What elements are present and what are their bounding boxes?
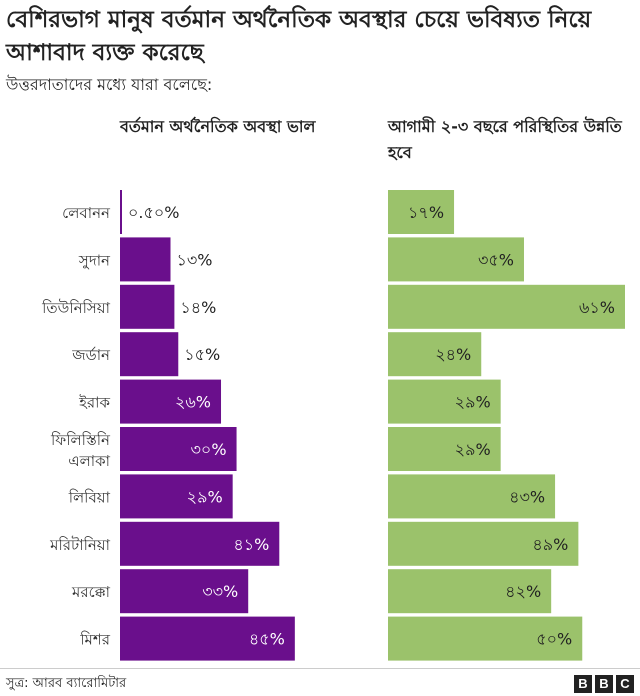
category-label: সুদান bbox=[78, 251, 111, 269]
bar-current bbox=[120, 332, 179, 377]
bar-current bbox=[120, 569, 249, 614]
data-label-current: ০.৫০% bbox=[128, 203, 179, 222]
bar-future bbox=[388, 332, 482, 377]
source-note: সুত্র: আরব ব্যারোমিটার bbox=[6, 676, 127, 691]
data-label-current: ১৩% bbox=[177, 250, 213, 269]
category-label: লেবানন bbox=[62, 204, 111, 222]
bar-future bbox=[388, 379, 501, 424]
category-label: জর্ডান bbox=[71, 346, 111, 364]
bar-future bbox=[388, 474, 556, 519]
data-label-current: ৩৩% bbox=[202, 582, 238, 601]
bar-current bbox=[120, 521, 280, 566]
data-label-future: ২৯% bbox=[455, 393, 491, 412]
bbc-logo-letter: B bbox=[574, 675, 592, 693]
category-label: লিবিয়া bbox=[68, 488, 111, 506]
category-label: মিশর bbox=[79, 631, 110, 649]
category-label: ফিলিস্তিনি bbox=[50, 431, 111, 449]
bar-future bbox=[388, 284, 625, 329]
bar-future bbox=[388, 237, 524, 282]
bar-current bbox=[120, 427, 237, 471]
data-label-future: ২৪% bbox=[435, 345, 471, 364]
bar-current bbox=[120, 190, 122, 234]
data-label-current: ২৬% bbox=[175, 393, 211, 412]
category-label: মরিটানিয়া bbox=[49, 536, 110, 554]
data-label-future: ১৭% bbox=[408, 203, 444, 222]
category-label: ইরাক bbox=[78, 394, 110, 412]
data-label-current: ২৯% bbox=[187, 487, 223, 506]
data-label-current: ৩০% bbox=[191, 440, 227, 459]
bar-chart: লেবানন ০.৫০% ১৭% সুদান ১৩% ৩৫% তিউনিসিয়া ১৪% ৬১… bbox=[41, 190, 625, 661]
bar-future bbox=[388, 427, 501, 471]
data-label-future: ৫০% bbox=[536, 630, 572, 649]
series-header-current: বর্তমান অর্থনৈতিক অবস্থা ভাল bbox=[120, 117, 316, 136]
chart-title: বেশিরভাগ মানুষ বর্তমান অর্থনৈতিক অবস্থার… bbox=[6, 7, 592, 66]
data-label-current: ৪১% bbox=[233, 535, 269, 554]
data-label-future: ৪৩% bbox=[509, 487, 545, 506]
category-label: মরক্কো bbox=[71, 583, 111, 601]
series-header-future: আগামী ২-৩ বছরে পরিস্থিতির উন্নতি হবে bbox=[388, 117, 622, 162]
bar-future bbox=[388, 190, 455, 234]
bar-current bbox=[120, 379, 222, 424]
data-label-future: ৪৯% bbox=[532, 535, 568, 554]
data-label-future: ৪২% bbox=[505, 582, 541, 601]
bar-future bbox=[388, 569, 552, 614]
bar-current bbox=[120, 474, 233, 519]
bar-future bbox=[388, 521, 579, 566]
data-label-current: ১৫% bbox=[184, 345, 220, 364]
bar-current bbox=[120, 237, 171, 282]
category-label: এলাকা bbox=[68, 452, 110, 470]
bar-current bbox=[120, 284, 175, 329]
bbc-logo-letter: B bbox=[595, 675, 613, 693]
bar-current bbox=[120, 616, 295, 661]
chart-subtitle: উত্তরদাতাদের মধ্যে যারা বলেছে: bbox=[6, 75, 213, 94]
data-label-future: ৬১% bbox=[579, 298, 615, 317]
category-label: তিউনিসিয়া bbox=[41, 299, 111, 317]
bar-future bbox=[388, 616, 583, 661]
footer-divider bbox=[0, 668, 640, 669]
bbc-logo-letter: C bbox=[616, 675, 634, 693]
bbc-logo: B B C bbox=[574, 675, 634, 693]
data-label-future: ২৯% bbox=[455, 440, 491, 459]
data-label-current: ৪৫% bbox=[249, 630, 285, 649]
data-label-future: ৩৫% bbox=[478, 250, 514, 269]
data-label-current: ১৪% bbox=[180, 298, 216, 317]
